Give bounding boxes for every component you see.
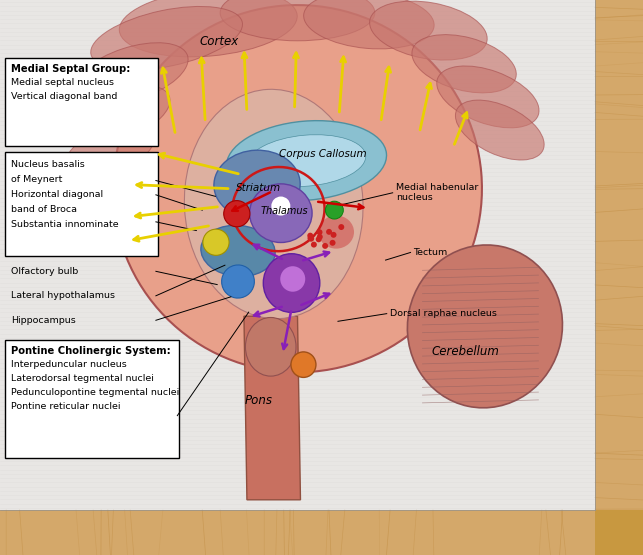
Text: Interpeduncular nucleus: Interpeduncular nucleus — [11, 360, 127, 369]
Text: Dorsal raphae nucleus: Dorsal raphae nucleus — [390, 309, 496, 318]
Text: Tectum: Tectum — [413, 248, 448, 257]
Circle shape — [338, 224, 344, 230]
Ellipse shape — [226, 120, 386, 201]
Circle shape — [331, 232, 336, 238]
Text: Lateral hypothalamus: Lateral hypothalamus — [11, 291, 115, 300]
Circle shape — [322, 243, 328, 249]
Text: Pons: Pons — [245, 394, 273, 407]
Circle shape — [224, 200, 250, 227]
Ellipse shape — [68, 85, 170, 144]
Circle shape — [307, 233, 313, 239]
Text: Medial septal nucleus: Medial septal nucleus — [11, 78, 114, 87]
Text: Cortex: Cortex — [199, 36, 239, 48]
FancyBboxPatch shape — [5, 152, 158, 256]
Circle shape — [311, 241, 317, 248]
Circle shape — [308, 236, 314, 241]
Ellipse shape — [214, 150, 300, 219]
Text: Corpus Callosum: Corpus Callosum — [278, 149, 367, 159]
Ellipse shape — [113, 5, 482, 372]
Ellipse shape — [408, 245, 563, 408]
Circle shape — [325, 201, 343, 219]
Circle shape — [307, 235, 313, 241]
Text: Thalamus: Thalamus — [260, 206, 308, 216]
Bar — [595, 510, 643, 555]
Text: Pontine Cholinergic System:: Pontine Cholinergic System: — [11, 346, 171, 356]
Text: Striatum: Striatum — [236, 183, 282, 193]
Ellipse shape — [437, 66, 539, 128]
Text: Pedunculopontine tegmental nuclei: Pedunculopontine tegmental nuclei — [11, 388, 179, 397]
Ellipse shape — [249, 184, 312, 243]
Ellipse shape — [412, 34, 516, 93]
Text: Vertical diagonal band: Vertical diagonal band — [11, 92, 118, 101]
Circle shape — [203, 229, 229, 255]
Text: Substantia innominate: Substantia innominate — [11, 220, 119, 229]
Text: of Meynert: of Meynert — [11, 175, 62, 184]
Ellipse shape — [185, 89, 363, 319]
Ellipse shape — [201, 225, 275, 276]
Ellipse shape — [263, 254, 320, 312]
Circle shape — [317, 234, 323, 240]
Ellipse shape — [74, 43, 188, 105]
Text: band of Broca: band of Broca — [11, 205, 77, 214]
Ellipse shape — [65, 123, 155, 178]
Ellipse shape — [91, 7, 242, 70]
FancyBboxPatch shape — [5, 58, 158, 146]
Circle shape — [316, 236, 322, 243]
Ellipse shape — [280, 266, 305, 292]
Polygon shape — [244, 316, 300, 500]
Ellipse shape — [247, 135, 366, 186]
Text: Cerebellum: Cerebellum — [431, 345, 499, 359]
Ellipse shape — [370, 1, 487, 60]
Text: Pontine reticular nuclei: Pontine reticular nuclei — [11, 402, 121, 411]
FancyBboxPatch shape — [5, 340, 179, 458]
Ellipse shape — [220, 0, 375, 41]
Text: Horizontal diagonal: Horizontal diagonal — [11, 190, 104, 199]
Text: Olfactory bulb: Olfactory bulb — [11, 267, 78, 276]
Text: Medial Septal Group:: Medial Septal Group: — [11, 64, 131, 74]
Bar — [595, 0, 643, 510]
Text: Medial habenular
nucleus: Medial habenular nucleus — [395, 183, 478, 203]
Ellipse shape — [303, 0, 434, 49]
Circle shape — [316, 229, 323, 235]
Ellipse shape — [318, 215, 354, 249]
Ellipse shape — [455, 100, 544, 160]
Circle shape — [330, 240, 336, 246]
Bar — [0, 510, 643, 555]
Circle shape — [326, 229, 332, 235]
Ellipse shape — [291, 352, 316, 377]
Text: Hippocampus: Hippocampus — [11, 316, 76, 325]
Text: Laterodorsal tegmental nuclei: Laterodorsal tegmental nuclei — [11, 374, 154, 383]
Circle shape — [271, 196, 291, 215]
Ellipse shape — [246, 317, 296, 376]
Text: Nucleus basalis: Nucleus basalis — [11, 160, 85, 169]
Ellipse shape — [120, 0, 297, 57]
Ellipse shape — [222, 265, 255, 298]
